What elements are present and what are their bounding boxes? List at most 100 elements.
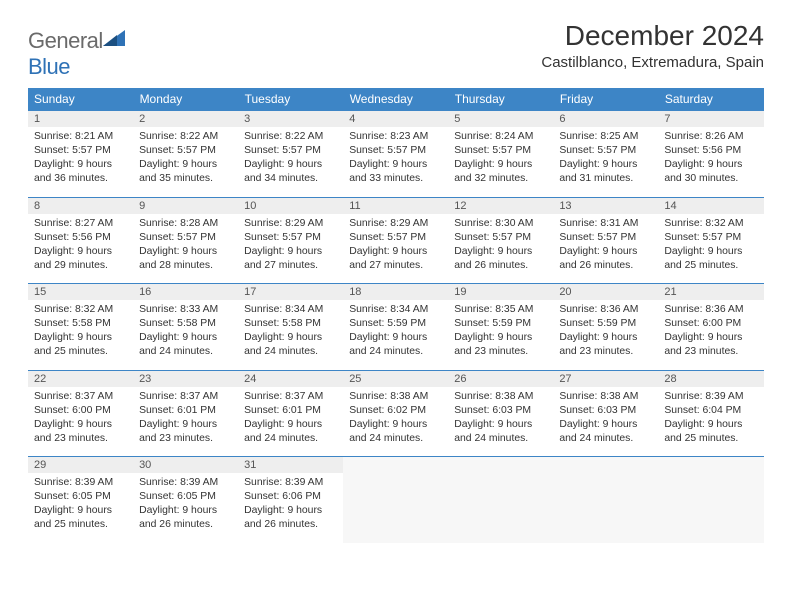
day-sunset: Sunset: 5:57 PM — [34, 144, 127, 158]
day-body-cell: Sunrise: 8:32 AMSunset: 5:58 PMDaylight:… — [28, 300, 133, 370]
day-body-cell: Sunrise: 8:32 AMSunset: 5:57 PMDaylight:… — [658, 214, 763, 284]
day-d2: and 23 minutes. — [664, 345, 757, 359]
daynum-row: 293031 — [28, 457, 764, 474]
day-d1: Daylight: 9 hours — [244, 331, 337, 345]
day-d2: and 34 minutes. — [244, 172, 337, 186]
weekday-monday: Monday — [133, 88, 238, 111]
day-number-cell: 9 — [133, 197, 238, 214]
day-sunrise: Sunrise: 8:32 AM — [34, 303, 127, 317]
day-sunset: Sunset: 6:02 PM — [349, 404, 442, 418]
day-number-cell: 4 — [343, 111, 448, 128]
day-sunset: Sunset: 5:57 PM — [244, 231, 337, 245]
day-sunset: Sunset: 5:57 PM — [349, 144, 442, 158]
day-d2: and 26 minutes. — [559, 259, 652, 273]
day-d2: and 27 minutes. — [244, 259, 337, 273]
day-sunset: Sunset: 5:57 PM — [244, 144, 337, 158]
day-sunset: Sunset: 5:57 PM — [349, 231, 442, 245]
day-d1: Daylight: 9 hours — [559, 418, 652, 432]
day-sunrise: Sunrise: 8:26 AM — [664, 130, 757, 144]
day-body-cell: Sunrise: 8:39 AMSunset: 6:05 PMDaylight:… — [133, 473, 238, 543]
day-d1: Daylight: 9 hours — [244, 418, 337, 432]
day-sunset: Sunset: 5:57 PM — [454, 231, 547, 245]
day-sunrise: Sunrise: 8:38 AM — [349, 390, 442, 404]
day-sunset: Sunset: 6:01 PM — [139, 404, 232, 418]
day-d1: Daylight: 9 hours — [454, 418, 547, 432]
day-d2: and 28 minutes. — [139, 259, 232, 273]
day-d2: and 24 minutes. — [139, 345, 232, 359]
day-body-cell: Sunrise: 8:36 AMSunset: 5:59 PMDaylight:… — [553, 300, 658, 370]
day-d2: and 31 minutes. — [559, 172, 652, 186]
day-number-cell: 16 — [133, 284, 238, 301]
day-d2: and 24 minutes. — [244, 345, 337, 359]
day-sunrise: Sunrise: 8:31 AM — [559, 217, 652, 231]
day-sunrise: Sunrise: 8:22 AM — [244, 130, 337, 144]
day-sunrise: Sunrise: 8:29 AM — [244, 217, 337, 231]
day-d1: Daylight: 9 hours — [349, 245, 442, 259]
day-body-cell: Sunrise: 8:34 AMSunset: 5:59 PMDaylight:… — [343, 300, 448, 370]
day-sunrise: Sunrise: 8:28 AM — [139, 217, 232, 231]
day-number-cell: 1 — [28, 111, 133, 128]
day-d1: Daylight: 9 hours — [139, 245, 232, 259]
day-number-cell: 26 — [448, 370, 553, 387]
day-sunset: Sunset: 6:06 PM — [244, 490, 337, 504]
day-number-cell: 29 — [28, 457, 133, 474]
day-body-row: Sunrise: 8:21 AMSunset: 5:57 PMDaylight:… — [28, 127, 764, 197]
day-d1: Daylight: 9 hours — [34, 331, 127, 345]
day-d2: and 26 minutes. — [244, 518, 337, 532]
day-d2: and 33 minutes. — [349, 172, 442, 186]
day-d2: and 23 minutes. — [559, 345, 652, 359]
day-body-row: Sunrise: 8:27 AMSunset: 5:56 PMDaylight:… — [28, 214, 764, 284]
logo-word-2: Blue — [28, 54, 70, 79]
day-body-cell: Sunrise: 8:39 AMSunset: 6:05 PMDaylight:… — [28, 473, 133, 543]
day-d1: Daylight: 9 hours — [139, 418, 232, 432]
day-number-cell: 19 — [448, 284, 553, 301]
day-number-cell: 28 — [658, 370, 763, 387]
day-sunset: Sunset: 6:05 PM — [34, 490, 127, 504]
day-number-cell: 31 — [238, 457, 343, 474]
day-number-cell: 21 — [658, 284, 763, 301]
logo-word-1: General — [28, 28, 103, 53]
day-sunrise: Sunrise: 8:29 AM — [349, 217, 442, 231]
day-number-cell: 20 — [553, 284, 658, 301]
weekday-sunday: Sunday — [28, 88, 133, 111]
day-d1: Daylight: 9 hours — [664, 245, 757, 259]
day-sunrise: Sunrise: 8:38 AM — [454, 390, 547, 404]
daynum-row: 1234567 — [28, 111, 764, 128]
day-number-cell: 18 — [343, 284, 448, 301]
day-body-cell: Sunrise: 8:35 AMSunset: 5:59 PMDaylight:… — [448, 300, 553, 370]
day-d2: and 26 minutes. — [139, 518, 232, 532]
day-number-cell: 12 — [448, 197, 553, 214]
day-sunrise: Sunrise: 8:21 AM — [34, 130, 127, 144]
day-body-cell: Sunrise: 8:24 AMSunset: 5:57 PMDaylight:… — [448, 127, 553, 197]
day-d2: and 24 minutes. — [349, 345, 442, 359]
day-sunset: Sunset: 5:58 PM — [139, 317, 232, 331]
day-body-cell: Sunrise: 8:25 AMSunset: 5:57 PMDaylight:… — [553, 127, 658, 197]
day-number-cell: 22 — [28, 370, 133, 387]
day-sunset: Sunset: 5:57 PM — [139, 231, 232, 245]
header: General Blue December 2024 Castilblanco,… — [28, 20, 764, 80]
day-body-cell — [343, 473, 448, 543]
day-sunset: Sunset: 6:01 PM — [244, 404, 337, 418]
day-body-cell — [658, 473, 763, 543]
day-number-cell: 3 — [238, 111, 343, 128]
day-number-cell: 24 — [238, 370, 343, 387]
day-body-cell: Sunrise: 8:29 AMSunset: 5:57 PMDaylight:… — [343, 214, 448, 284]
day-d1: Daylight: 9 hours — [139, 504, 232, 518]
day-d1: Daylight: 9 hours — [34, 245, 127, 259]
day-sunrise: Sunrise: 8:33 AM — [139, 303, 232, 317]
day-body-cell — [448, 473, 553, 543]
day-sunrise: Sunrise: 8:27 AM — [34, 217, 127, 231]
day-d2: and 29 minutes. — [34, 259, 127, 273]
day-body-cell: Sunrise: 8:33 AMSunset: 5:58 PMDaylight:… — [133, 300, 238, 370]
day-number-cell — [343, 457, 448, 474]
day-body-cell: Sunrise: 8:34 AMSunset: 5:58 PMDaylight:… — [238, 300, 343, 370]
day-number-cell: 25 — [343, 370, 448, 387]
day-body-cell — [553, 473, 658, 543]
day-sunset: Sunset: 6:04 PM — [664, 404, 757, 418]
day-d2: and 23 minutes. — [139, 432, 232, 446]
day-number-cell: 6 — [553, 111, 658, 128]
day-sunset: Sunset: 6:03 PM — [559, 404, 652, 418]
day-d1: Daylight: 9 hours — [139, 158, 232, 172]
day-number-cell: 27 — [553, 370, 658, 387]
day-sunrise: Sunrise: 8:22 AM — [139, 130, 232, 144]
